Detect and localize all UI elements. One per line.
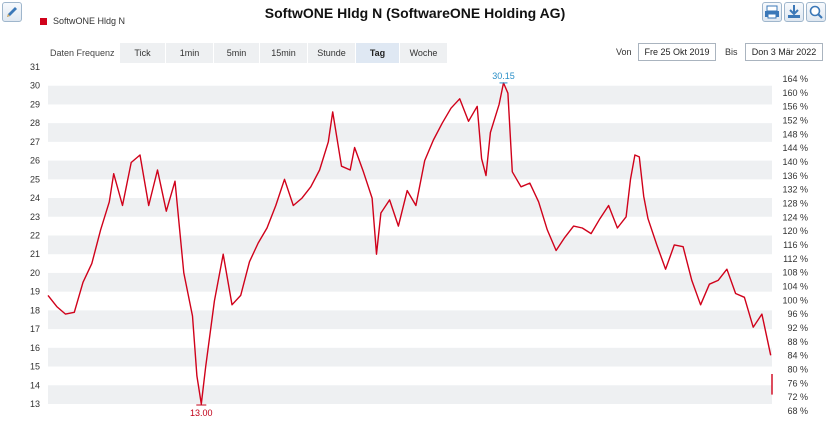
download-button[interactable] bbox=[784, 2, 804, 22]
percent-tick-label: 80 % bbox=[787, 365, 808, 375]
from-date-input[interactable]: Fre 25 Okt 2019 bbox=[638, 43, 716, 61]
percent-tick-label: 96 % bbox=[787, 309, 808, 319]
grid-band bbox=[48, 235, 772, 255]
grid-band bbox=[48, 123, 772, 142]
download-icon bbox=[788, 5, 800, 18]
y-tick-label: 17 bbox=[30, 324, 40, 334]
y-tick-label: 16 bbox=[30, 343, 40, 353]
percent-tick-label: 140 % bbox=[782, 157, 808, 167]
percent-tick-label: 100 % bbox=[782, 295, 808, 305]
percent-tick-label: 116 % bbox=[783, 240, 808, 250]
percent-tick-label: 92 % bbox=[787, 323, 808, 333]
percent-tick-label: 152 % bbox=[782, 116, 808, 126]
annotations: 30.15 13.00 bbox=[190, 71, 515, 418]
price-line bbox=[47, 82, 772, 405]
grid-band bbox=[48, 385, 772, 404]
right-axis: 68 % 72 % 76 % 80 % 84 % 88 % 92 % 96 % 100 % 104… bbox=[782, 74, 808, 416]
to-date-input[interactable]: Don 3 Mär 2022 bbox=[745, 43, 823, 61]
tab-5min[interactable]: 5min bbox=[214, 43, 260, 63]
percent-tick-label: 112 % bbox=[783, 254, 808, 264]
zoom-icon bbox=[809, 5, 823, 19]
grid-band bbox=[48, 272, 772, 292]
y-tick-label: 15 bbox=[30, 362, 40, 372]
print-icon bbox=[765, 5, 779, 19]
grid-band bbox=[48, 160, 772, 180]
from-label: Von bbox=[616, 47, 632, 57]
percent-tick-label: 72 % bbox=[787, 392, 808, 402]
grid-band bbox=[48, 347, 772, 367]
frequency-tabs: Tick 1min 5min 15min Stunde Tag Woche bbox=[120, 43, 448, 63]
tab-tag[interactable]: Tag bbox=[356, 43, 400, 63]
grid-band bbox=[48, 310, 772, 330]
percent-tick-label: 160 % bbox=[782, 88, 808, 98]
edit-button[interactable] bbox=[2, 2, 22, 22]
grid-bands bbox=[48, 85, 772, 404]
y-tick-label: 18 bbox=[30, 305, 40, 315]
tab-woche[interactable]: Woche bbox=[400, 43, 448, 63]
tab-tick[interactable]: Tick bbox=[120, 43, 166, 63]
print-button[interactable] bbox=[762, 2, 782, 22]
grid-band bbox=[48, 198, 772, 217]
y-tick-label: 23 bbox=[30, 212, 40, 222]
tab-1min[interactable]: 1min bbox=[166, 43, 214, 63]
to-label: Bis bbox=[725, 47, 738, 57]
percent-tick-label: 84 % bbox=[787, 351, 808, 361]
min-label: 13.00 bbox=[190, 408, 213, 418]
percent-tick-label: 108 % bbox=[782, 268, 808, 278]
y-tick-label: 31 bbox=[30, 62, 40, 72]
y-tick-label: 22 bbox=[30, 231, 40, 241]
y-tick-label: 13 bbox=[30, 399, 40, 409]
left-axis: 13 14 15 16 17 18 19 20 21 22 23 24 25 26 27 28 29 30 31 bbox=[30, 62, 40, 409]
y-tick-label: 27 bbox=[30, 137, 40, 147]
percent-tick-label: 120 % bbox=[782, 226, 808, 236]
percent-tick-label: 76 % bbox=[787, 378, 808, 388]
pencil-icon bbox=[7, 7, 17, 17]
percent-tick-label: 164 % bbox=[782, 74, 808, 84]
y-tick-label: 28 bbox=[30, 118, 40, 128]
legend: SoftwONE Hldg N bbox=[40, 16, 125, 26]
grid-band bbox=[48, 85, 772, 105]
y-tick-label: 19 bbox=[30, 287, 40, 297]
percent-tick-label: 104 % bbox=[782, 282, 808, 292]
percent-tick-label: 88 % bbox=[787, 337, 808, 347]
y-tick-label: 26 bbox=[30, 156, 40, 166]
y-tick-label: 29 bbox=[30, 99, 40, 109]
percent-tick-label: 132 % bbox=[782, 185, 808, 195]
legend-swatch bbox=[40, 17, 47, 25]
chart-title: SoftwONE Hldg N (SoftwareONE Holding AG) bbox=[264, 5, 566, 21]
zoom-button[interactable] bbox=[806, 2, 826, 22]
y-tick-label: 24 bbox=[30, 193, 40, 203]
price-series bbox=[47, 82, 773, 405]
y-tick-label: 21 bbox=[30, 249, 40, 259]
y-tick-label: 14 bbox=[30, 380, 40, 390]
percent-tick-label: 128 % bbox=[782, 199, 808, 209]
y-tick-label: 25 bbox=[30, 174, 40, 184]
max-label: 30.15 bbox=[492, 71, 515, 81]
y-tick-label: 30 bbox=[30, 81, 40, 91]
legend-label: SoftwONE Hldg N bbox=[53, 16, 126, 26]
percent-tick-label: 144 % bbox=[782, 143, 808, 153]
y-tick-label: 20 bbox=[30, 268, 40, 278]
tab-15min[interactable]: 15min bbox=[260, 43, 308, 63]
percent-tick-label: 68 % bbox=[787, 406, 808, 416]
percent-tick-label: 156 % bbox=[782, 102, 808, 112]
frequency-label: Daten Frequenz bbox=[50, 48, 115, 58]
percent-tick-label: 136 % bbox=[782, 171, 808, 181]
percent-tick-label: 124 % bbox=[782, 212, 808, 222]
percent-tick-label: 148 % bbox=[782, 129, 808, 139]
tab-stunde[interactable]: Stunde bbox=[308, 43, 356, 63]
